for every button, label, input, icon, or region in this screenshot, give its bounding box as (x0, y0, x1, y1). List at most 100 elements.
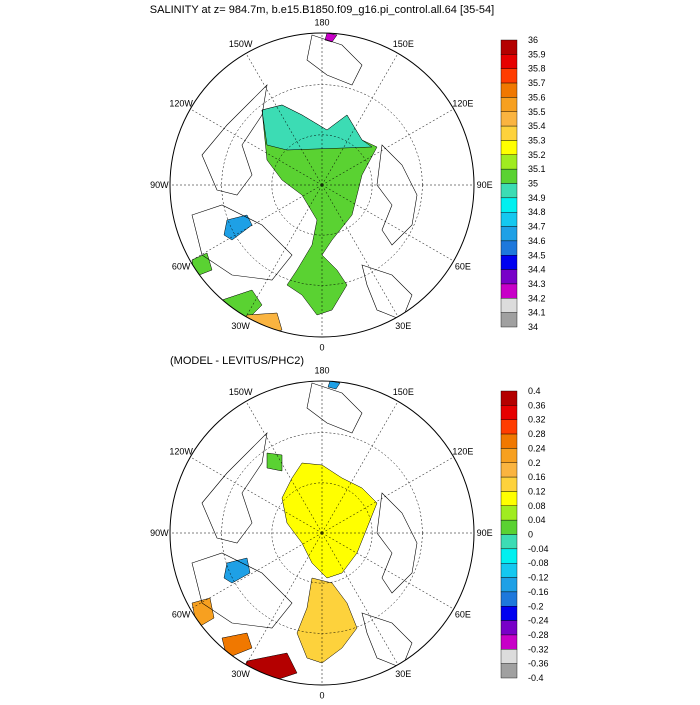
colorbar-swatch (500, 534, 518, 550)
colorbar-label: 0.32 (528, 415, 546, 425)
field-region (327, 381, 341, 390)
colorbar-swatch (500, 591, 518, 607)
colorbar-swatch (500, 255, 518, 270)
colorbar-label: 34.9 (528, 193, 546, 203)
longitude-label: 180 (314, 365, 329, 375)
colorbar-swatch (500, 312, 518, 328)
longitude-label: 90E (477, 180, 493, 190)
coastline (191, 552, 293, 629)
field-region (324, 33, 338, 43)
meridian-line (190, 532, 323, 610)
meridian-line (245, 532, 323, 665)
latitude-circle (271, 134, 373, 236)
longitude-labels: 180 150E 120E 90E 60E 30E 0 30W 60W 90W 120W 150W (150, 365, 493, 700)
colorbar-swatch (500, 298, 518, 313)
colorbar-swatch (500, 140, 518, 155)
salinity-panel: SALINITY at z= 984.7m, b.e15.B1850.f09_g… (150, 4, 546, 353)
panel-title: SALINITY at z= 984.7m, b.e15.B1850.f09_g… (150, 4, 494, 16)
meridian-line (190, 108, 323, 186)
panel-title: (MODEL - LEVITUS/PHC2) (170, 355, 304, 367)
difference-panel: (MODEL - LEVITUS/PHC2) 180 150E 120E 90E 60E… (150, 355, 549, 701)
colorbar-label: 34.1 (528, 308, 546, 318)
colorbar-label: 34.5 (528, 250, 546, 260)
colorbar-label: -0.12 (528, 573, 549, 583)
meridian-line (190, 456, 323, 534)
meridian-line (321, 532, 454, 610)
colorbar-label: -0.2 (528, 601, 544, 611)
latitude-circle (271, 482, 373, 584)
coastline (306, 34, 363, 86)
colorbar-label: 35.1 (528, 164, 546, 174)
colorbar-swatch (500, 97, 518, 112)
colorbar: 36 35.9 35.8 35.7 35.6 35.5 35.4 35.3 35.2 35.1 35… (500, 35, 546, 332)
colorbar-label: 0.36 (528, 400, 546, 410)
colorbar-label: 35.4 (528, 121, 546, 131)
colorbar-swatch (500, 269, 518, 285)
colorbar-swatch (500, 240, 518, 256)
longitude-label: 60E (455, 609, 471, 619)
colorbar-label: 35.3 (528, 135, 546, 145)
colorbar: 0.4 0.36 0.32 0.28 0.24 0.2 0.16 0.12 0.08 0.04 0 -… (500, 386, 549, 683)
colorbar-swatch (500, 125, 518, 141)
colorbar-swatch (500, 505, 518, 521)
colorbar-swatch (500, 519, 518, 535)
polar-map (169, 32, 475, 338)
colorbar-label: 35 (528, 179, 538, 189)
colorbar-swatch (500, 548, 518, 564)
longitude-label: 30E (395, 669, 411, 679)
colorbar-label: 34.3 (528, 279, 546, 289)
longitude-labels: 180 150E 120E 90E 60E 30E 0 30W 60W 90W 120W 150W (150, 17, 493, 352)
meridian-line (245, 401, 323, 534)
coastline (191, 204, 293, 281)
meridian-line (321, 108, 454, 186)
colorbar-swatch (500, 39, 518, 55)
colorbar-swatch (500, 111, 518, 127)
field-region (281, 462, 378, 579)
colorbar-swatch (500, 54, 518, 69)
colorbar-swatch (500, 68, 518, 84)
colorbar-swatch (500, 663, 518, 679)
coastline (376, 144, 418, 246)
colorbar-swatch (500, 433, 518, 449)
field-region (296, 577, 358, 664)
colorbar-label: -0.36 (528, 659, 549, 669)
colorbar-swatch (500, 419, 518, 435)
longitude-label: 0 (319, 691, 324, 700)
colorbar-swatch (500, 283, 518, 299)
longitude-label: 30W (231, 669, 250, 679)
longitude-label: 150W (229, 387, 253, 397)
colorbar-label: 35.2 (528, 150, 546, 160)
longitude-label: 30W (231, 321, 250, 331)
longitude-label: 150E (393, 39, 414, 49)
colorbar-label: 35.9 (528, 49, 546, 59)
longitude-label: 120E (452, 447, 473, 457)
longitude-label: 60W (172, 261, 191, 271)
colorbar-label: 34.7 (528, 222, 546, 232)
coastline (376, 492, 418, 594)
longitude-label: 30E (395, 321, 411, 331)
colorbar-swatch (500, 183, 518, 199)
colorbar-label: -0.4 (528, 673, 544, 683)
colorbar-label: -0.16 (528, 587, 549, 597)
longitude-label: 90W (150, 180, 169, 190)
colorbar-swatch (500, 390, 518, 406)
meridian-line (245, 184, 323, 317)
longitude-label: 120W (169, 99, 193, 109)
colorbar-label: 0.28 (528, 429, 546, 439)
colorbar-label: 34.6 (528, 236, 546, 246)
meridian-line (321, 53, 399, 186)
colorbar-label: 34.2 (528, 293, 546, 303)
field-region (261, 104, 373, 151)
colorbar-label: 34.4 (528, 265, 546, 275)
colorbar-label: 0.16 (528, 472, 546, 482)
longitude-label: 150W (229, 39, 253, 49)
meridian-line (321, 184, 399, 317)
colorbar-swatch (500, 563, 518, 578)
longitude-label: 60E (455, 261, 471, 271)
colorbar-swatch (500, 577, 518, 593)
longitude-label: 150E (393, 387, 414, 397)
colorbar-swatch (500, 448, 518, 463)
colorbar-label: 0.24 (528, 443, 546, 453)
